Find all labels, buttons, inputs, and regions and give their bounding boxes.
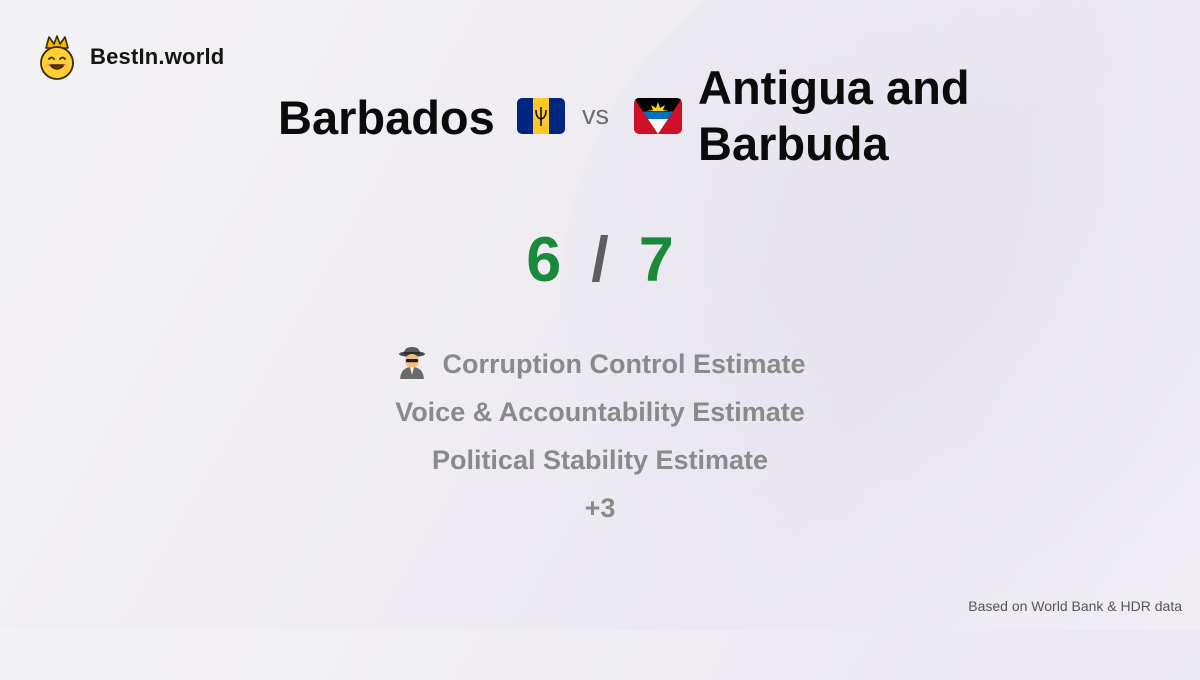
score-separator: /	[591, 225, 609, 295]
more-metrics-count[interactable]: +3	[0, 488, 1200, 536]
brand-name: BestIn.world	[90, 44, 225, 69]
antigua-and-barbuda-flag-icon	[634, 98, 682, 134]
metric-item[interactable]: Voice & Accountability Estimate	[0, 392, 1200, 440]
metric-item[interactable]: Political Stability Estimate	[0, 440, 1200, 488]
metric-item[interactable]: Corruption Control Estimate	[0, 344, 1200, 392]
country-b-name[interactable]: Antigua and Barbuda	[698, 61, 970, 170]
vs-label: vs	[582, 100, 609, 130]
brand[interactable]: BestIn.world	[38, 34, 224, 80]
barbados-flag-icon	[517, 98, 565, 134]
score-b: 7	[638, 225, 674, 295]
metric-label: Corruption Control Estimate	[442, 349, 806, 379]
comparison-title: Barbados vs Antigua and Barbuda	[0, 60, 1200, 175]
score: 6 / 7	[0, 222, 1200, 298]
data-source-note: Based on World Bank & HDR data	[968, 598, 1182, 614]
country-a-name[interactable]: Barbados	[278, 91, 495, 144]
detective-icon	[398, 347, 425, 379]
metric-label: Voice & Accountability Estimate	[395, 397, 805, 427]
metric-label: Political Stability Estimate	[431, 445, 769, 475]
score-a: 6	[526, 225, 562, 295]
metric-label: +3	[584, 493, 616, 523]
metrics-list: Corruption Control Estimate Voice & Acco…	[0, 344, 1200, 536]
crown-smiley-icon	[40, 35, 74, 80]
